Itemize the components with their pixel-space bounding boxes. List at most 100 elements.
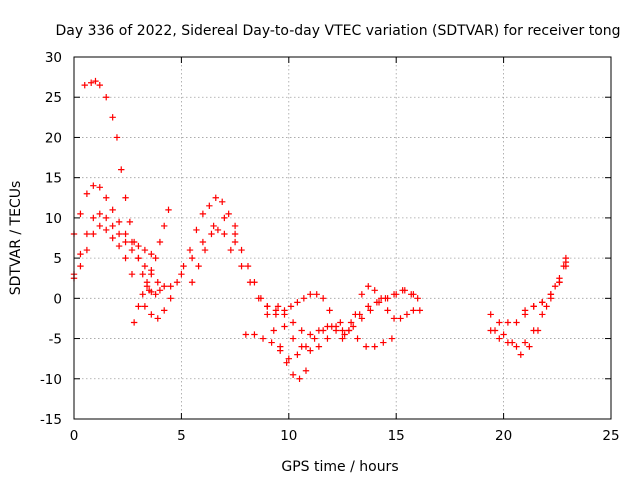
data-point <box>362 343 370 350</box>
data-point <box>358 291 366 298</box>
series-arc-9 <box>231 238 310 382</box>
data-point <box>560 262 567 270</box>
data-point <box>195 262 202 270</box>
data-point <box>135 242 142 250</box>
data-point <box>539 311 546 318</box>
data-point <box>380 339 387 346</box>
data-point <box>126 218 134 226</box>
data-point <box>90 182 97 189</box>
data-point <box>300 295 308 302</box>
data-point <box>283 359 290 366</box>
data-point <box>384 307 391 314</box>
data-point <box>148 250 155 258</box>
series-arc-6 <box>141 194 239 322</box>
data-point <box>103 226 110 234</box>
data-point <box>339 335 346 342</box>
data-point <box>521 307 529 314</box>
data-point <box>77 210 84 218</box>
data-point <box>551 283 559 290</box>
data-point <box>109 234 116 242</box>
y-tick-label: 20 <box>45 130 62 146</box>
series-arc-11 <box>242 319 396 362</box>
data-point <box>148 311 155 318</box>
data-point <box>242 331 250 338</box>
data-point <box>367 307 374 314</box>
data-point <box>103 94 110 101</box>
data-point <box>354 335 361 342</box>
y-axis-label: SDTVAR / TECUs <box>8 181 24 296</box>
data-point <box>135 303 142 310</box>
data-point <box>339 327 346 334</box>
data-point <box>307 347 314 354</box>
data-point <box>81 81 88 89</box>
data-point <box>109 114 116 121</box>
data-point <box>173 279 181 286</box>
series-arc-15 <box>487 262 570 326</box>
data-point <box>165 206 172 214</box>
data-point <box>231 222 239 230</box>
data-point <box>496 335 503 342</box>
data-point <box>96 222 103 230</box>
data-point <box>311 335 318 342</box>
series-arc-17 <box>491 262 567 358</box>
data-point <box>128 246 136 254</box>
data-point <box>103 214 110 222</box>
data-point <box>152 291 159 298</box>
data-point <box>115 242 123 250</box>
data-point <box>371 287 378 294</box>
data-point <box>113 134 121 141</box>
data-point <box>373 299 381 306</box>
data-point <box>517 351 524 358</box>
y-tick-label: 10 <box>45 211 62 227</box>
data-point <box>148 266 155 274</box>
data-point <box>221 214 228 222</box>
data-point <box>109 222 116 230</box>
data-point <box>77 262 84 270</box>
data-point <box>130 319 138 326</box>
data-point <box>315 343 323 350</box>
data-point <box>139 291 146 298</box>
data-point <box>96 210 103 218</box>
data-point <box>277 347 284 354</box>
data-point <box>274 303 282 310</box>
data-point <box>83 190 91 197</box>
data-point <box>289 335 297 342</box>
data-point <box>350 323 357 330</box>
y-tick-label: -15 <box>40 412 62 428</box>
data-point <box>180 262 187 270</box>
data-point <box>408 291 415 298</box>
data-point <box>403 311 411 318</box>
data-point <box>341 331 348 338</box>
data-point <box>193 226 200 234</box>
data-point <box>141 246 149 254</box>
data-point <box>319 295 327 302</box>
data-point <box>315 327 323 334</box>
data-point <box>251 331 258 338</box>
series-arc-8 <box>188 226 235 286</box>
data-point <box>496 319 503 326</box>
data-point <box>491 327 499 334</box>
data-point <box>227 246 235 254</box>
data-point <box>268 339 275 346</box>
x-tick-label: 20 <box>495 428 512 444</box>
y-tick-label: 0 <box>53 291 62 307</box>
data-point <box>156 287 164 294</box>
data-point <box>135 254 142 262</box>
data-point <box>156 238 164 246</box>
data-point <box>337 319 344 326</box>
data-point <box>244 262 252 270</box>
data-point <box>214 226 222 234</box>
series-arc-10 <box>238 262 331 354</box>
data-point <box>199 210 207 218</box>
data-point <box>307 291 314 298</box>
data-point <box>92 77 99 85</box>
data-point <box>371 343 378 350</box>
data-point <box>122 254 129 262</box>
x-tick-label: 15 <box>388 428 405 444</box>
x-tick-label: 5 <box>177 428 186 444</box>
data-point <box>206 202 213 210</box>
data-point <box>103 194 110 201</box>
data-point <box>109 206 116 214</box>
data-point <box>270 327 277 334</box>
x-tick-label: 0 <box>70 428 79 444</box>
